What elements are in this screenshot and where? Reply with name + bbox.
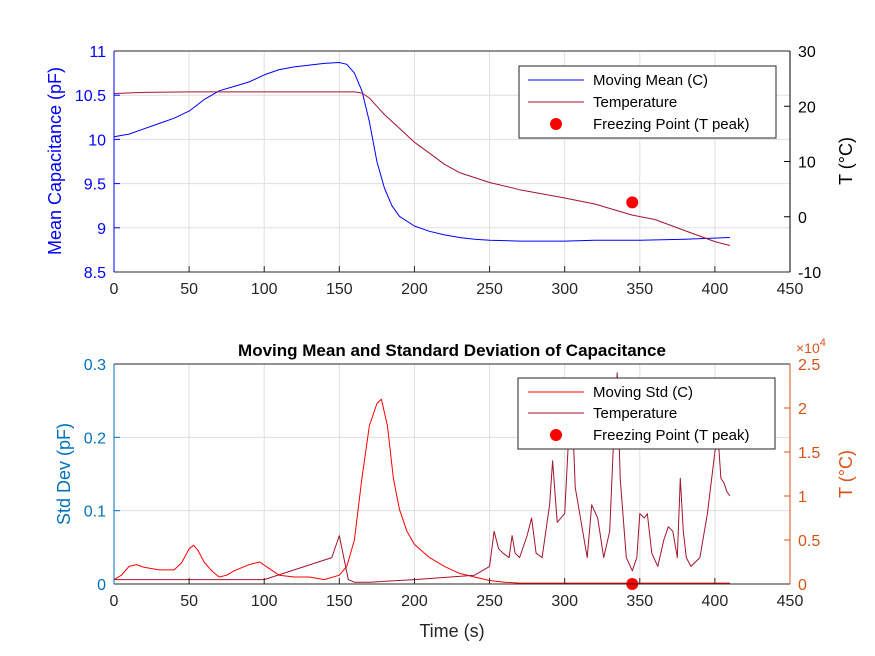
top-series <box>113 62 731 246</box>
left-y-tick-label: 8.5 <box>84 265 106 282</box>
right-y-tick-label: 1 <box>798 489 807 506</box>
bottom-left-axis-label: Std Dev (pF) <box>54 423 74 525</box>
freezing-point-marker <box>626 196 639 209</box>
left-y-tick-label: 0.3 <box>84 357 106 374</box>
x-tick-label: 100 <box>251 281 278 298</box>
x-tick-label: 50 <box>180 593 198 610</box>
bottom-chart: 0 50 100 150 200 250 300 350 400 45000.10.20.300.… <box>54 337 856 641</box>
bottom-legend-marker-swatch <box>550 429 562 441</box>
right-y-tick-label: -10 <box>798 265 821 282</box>
top-legend-mean-label: Moving Mean (C) <box>593 72 708 89</box>
right-y-tick-label: 10 <box>798 155 816 172</box>
temperature-line <box>114 372 731 583</box>
exponent-power: 4 <box>820 337 826 349</box>
x-tick-label: 0 <box>110 593 119 610</box>
x-tick-label: 350 <box>626 281 653 298</box>
left-y-tick-label: 9.5 <box>84 177 106 194</box>
bottom-right-axis-exponent: ×104 <box>796 337 826 356</box>
x-tick-label: 50 <box>180 281 198 298</box>
x-tick-label: 450 <box>777 593 804 610</box>
x-tick-label: 350 <box>626 593 653 610</box>
left-y-tick-label: 0.1 <box>84 504 106 521</box>
right-y-tick-label: 0.5 <box>798 533 820 550</box>
x-tick-label: 200 <box>401 593 428 610</box>
x-tick-label: 400 <box>702 593 729 610</box>
top-legend-marker-swatch <box>550 118 562 130</box>
left-y-tick-label: 9 <box>97 221 106 238</box>
x-tick-label: 200 <box>401 281 428 298</box>
x-tick-label: 150 <box>326 281 353 298</box>
bottom-x-axis-label: Time (s) <box>419 621 484 641</box>
moving-mean-line <box>113 62 730 242</box>
left-y-tick-label: 0 <box>97 577 106 594</box>
bottom-chart-title: Moving Mean and Standard Deviation of Ca… <box>238 341 666 360</box>
right-y-tick-label: 1.5 <box>798 445 820 462</box>
right-y-tick-label: 30 <box>798 44 816 61</box>
right-y-tick-label: 2.5 <box>798 357 820 374</box>
top-legend-temp-label: Temperature <box>593 94 677 111</box>
exponent-base: ×10 <box>796 340 820 356</box>
bottom-axes: 0 50 100 150 200 250 300 350 400 45000.10.20.300.… <box>84 357 821 610</box>
x-tick-label: 150 <box>326 593 353 610</box>
top-left-axis-label: Mean Capacitance (pF) <box>45 67 65 255</box>
right-y-tick-label: 0 <box>798 210 807 227</box>
moving-std-line <box>113 398 730 584</box>
bottom-legend-marker-label: Freezing Point (T peak) <box>593 427 749 444</box>
bottom-legend-std-label: Moving Std (C) <box>593 384 693 401</box>
x-tick-label: 400 <box>702 281 729 298</box>
x-tick-label: 0 <box>110 281 119 298</box>
x-tick-label: 300 <box>551 593 578 610</box>
right-y-tick-label: 2 <box>798 401 807 418</box>
left-y-tick-label: 10.5 <box>75 88 106 105</box>
bottom-legend-temp-label: Temperature <box>593 405 677 422</box>
bottom-legend: Moving Std (C) Temperature Freezing Poin… <box>517 377 776 450</box>
right-y-tick-label: 20 <box>798 99 816 116</box>
bottom-right-axis-label: T (°C) <box>836 450 856 498</box>
x-tick-label: 250 <box>476 281 503 298</box>
top-chart: 0 50 100 150 200 250 300 350 400 4508.599.51010.5… <box>45 44 856 298</box>
top-legend: Moving Mean (C) Temperature Freezing Poi… <box>518 65 777 139</box>
top-right-axis-label: T (°C) <box>836 137 856 185</box>
left-y-tick-label: 10 <box>88 132 106 149</box>
x-tick-label: 300 <box>551 281 578 298</box>
left-y-tick-label: 0.2 <box>84 430 106 447</box>
temperature-line <box>113 91 731 246</box>
top-legend-marker-label: Freezing Point (T peak) <box>593 116 749 133</box>
x-tick-label: 450 <box>777 281 804 298</box>
x-tick-label: 250 <box>476 593 503 610</box>
right-y-tick-label: 0 <box>798 577 807 594</box>
x-tick-label: 100 <box>251 593 278 610</box>
top-axes: 0 50 100 150 200 250 300 350 400 4508.599.51010.5… <box>75 44 821 298</box>
left-y-tick-label: 11 <box>89 44 106 61</box>
